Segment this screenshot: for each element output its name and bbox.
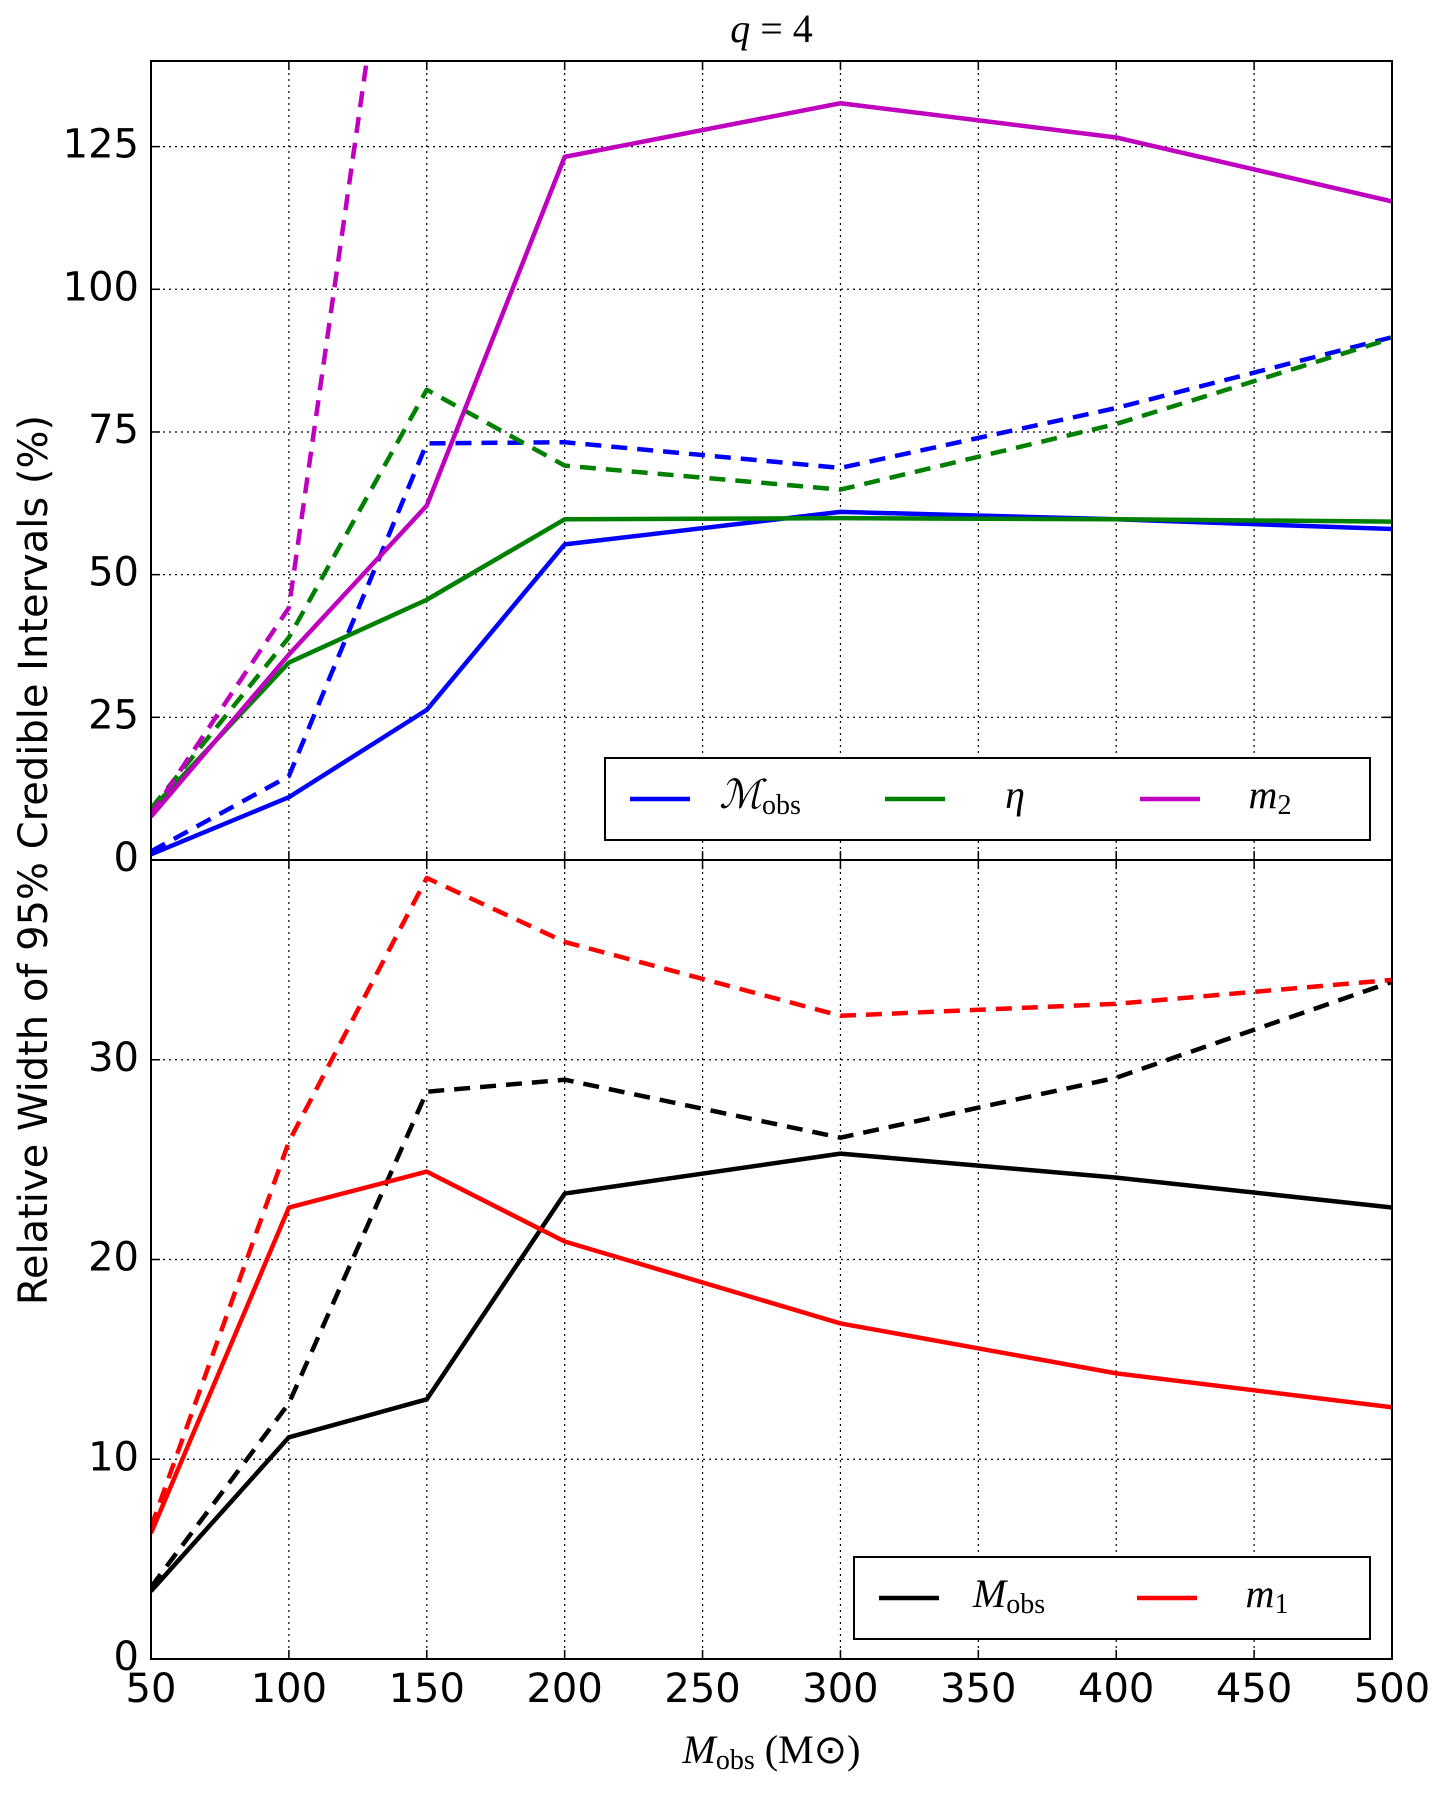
y-tick-label: 50 (88, 550, 139, 596)
y-tick-label: 0 (114, 835, 139, 881)
x-tick-label: 400 (1078, 1666, 1154, 1712)
x-tick-label: 100 (251, 1666, 327, 1712)
y-tick-label: 0 (114, 1634, 139, 1680)
x-tick-label: 350 (940, 1666, 1016, 1712)
legend-label-part: M (972, 1571, 1009, 1616)
legend-label: ℳobs (719, 772, 801, 821)
x-axis-label-part: (M⊙) (755, 1727, 861, 1772)
legend-box (604, 757, 1371, 841)
y-tick-label: 10 (88, 1434, 139, 1480)
x-axis-label-part: obs (716, 1745, 755, 1776)
legend-label-part: ℳ (719, 772, 767, 817)
legend-box (853, 1556, 1371, 1640)
y-tick-label: 100 (63, 264, 139, 310)
x-tick-label: 150 (389, 1666, 465, 1712)
chart-title: q = 4 (730, 6, 813, 51)
x-tick-label: 300 (802, 1666, 878, 1712)
legend-label-part: obs (762, 790, 801, 821)
legend-label-part: 1 (1274, 1589, 1288, 1620)
legend-label: Mobs (972, 1571, 1045, 1620)
y-tick-label: 30 (88, 1035, 139, 1081)
legend-label-part: m (1246, 1571, 1275, 1616)
y-tick-label: 125 (63, 122, 139, 168)
legend-label: m1 (1246, 1571, 1289, 1620)
x-tick-label: 450 (1216, 1666, 1292, 1712)
x-axis-label-part: M (682, 1727, 719, 1772)
chart-title-part: q (730, 6, 750, 51)
series-dashed-line (151, 61, 369, 816)
y-tick-label: 75 (88, 407, 139, 453)
legend-label-part: obs (1006, 1589, 1045, 1620)
plot-frame (150, 859, 1393, 1660)
series-line (151, 1151, 1392, 1593)
y-tick-label: 20 (88, 1235, 139, 1281)
x-axis-label: Mobs (M⊙) (682, 1727, 861, 1776)
legend-label: η (1005, 772, 1025, 817)
y-tick-label: 25 (88, 692, 139, 738)
series-line (151, 1169, 1392, 1535)
x-tick-label: 200 (526, 1666, 602, 1712)
x-tick-label: 500 (1354, 1666, 1430, 1712)
legend-label-part: η (1005, 772, 1025, 817)
series-line (151, 100, 1392, 819)
legend-label: m2 (1249, 772, 1292, 821)
series-dashed-line (151, 979, 1392, 1589)
series-dashed-line (151, 875, 1392, 1528)
series-dashed-line (151, 336, 1392, 811)
y-axis-label: Relative Width of 95% Credible Intervals… (11, 415, 57, 1305)
chart-title-part: = 4 (750, 6, 813, 51)
x-tick-label: 50 (126, 1666, 177, 1712)
series-dashed-line (151, 335, 1392, 854)
x-tick-label: 250 (664, 1666, 740, 1712)
legend-label-part: m (1249, 772, 1278, 817)
legend-label-part: 2 (1277, 790, 1291, 821)
series-line (151, 515, 1392, 812)
